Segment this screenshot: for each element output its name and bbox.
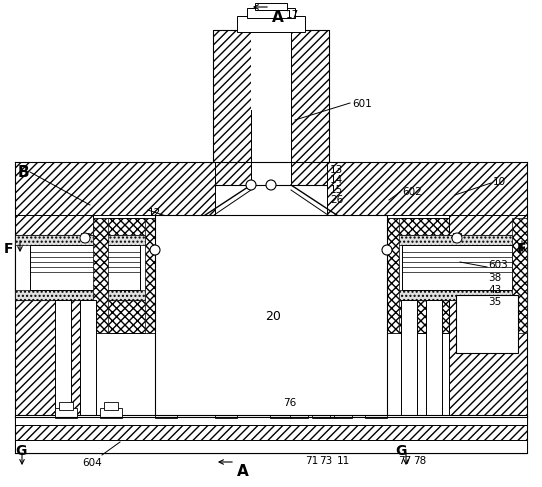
- Bar: [247, 8, 295, 18]
- Bar: [93, 218, 158, 333]
- Bar: [215, 408, 237, 418]
- Text: B: B: [18, 165, 30, 180]
- Bar: [237, 16, 305, 32]
- Bar: [15, 162, 93, 417]
- Text: 10: 10: [493, 177, 506, 187]
- Text: 76: 76: [283, 398, 296, 408]
- Bar: [384, 218, 449, 333]
- Bar: [453, 233, 461, 238]
- Bar: [387, 290, 527, 300]
- Circle shape: [266, 180, 276, 190]
- Bar: [365, 408, 387, 418]
- Bar: [15, 235, 155, 245]
- Text: F: F: [517, 242, 526, 256]
- Bar: [426, 300, 442, 418]
- Bar: [312, 408, 330, 418]
- Bar: [401, 300, 417, 418]
- Text: 12: 12: [148, 208, 162, 218]
- Bar: [255, 3, 287, 10]
- Bar: [319, 402, 333, 410]
- Text: 601: 601: [352, 99, 372, 109]
- Text: 73: 73: [319, 456, 332, 466]
- Bar: [55, 300, 71, 418]
- Bar: [251, 30, 291, 110]
- Text: G: G: [15, 444, 27, 458]
- Bar: [512, 218, 527, 333]
- Circle shape: [382, 245, 392, 255]
- Text: 604: 604: [82, 458, 102, 468]
- Bar: [290, 408, 308, 418]
- Text: 38: 38: [488, 273, 501, 283]
- Text: 603: 603: [488, 260, 508, 270]
- Circle shape: [246, 180, 256, 190]
- Bar: [327, 162, 527, 215]
- Bar: [456, 295, 518, 353]
- Bar: [213, 30, 329, 185]
- Bar: [15, 415, 527, 425]
- Text: 11: 11: [337, 456, 350, 466]
- Circle shape: [80, 233, 90, 243]
- Text: 71: 71: [305, 456, 318, 466]
- Bar: [384, 218, 399, 333]
- Text: A: A: [272, 10, 284, 25]
- Bar: [369, 402, 383, 410]
- Bar: [93, 218, 108, 333]
- Text: 17: 17: [286, 10, 299, 20]
- Bar: [81, 233, 89, 238]
- Polygon shape: [155, 215, 387, 415]
- Text: 78: 78: [413, 456, 426, 466]
- Text: 35: 35: [488, 297, 501, 307]
- Bar: [15, 162, 215, 215]
- Text: 602: 602: [402, 187, 422, 197]
- Text: 43: 43: [488, 285, 501, 295]
- Bar: [145, 218, 160, 333]
- Bar: [104, 402, 118, 410]
- Bar: [15, 415, 527, 453]
- Bar: [213, 30, 251, 185]
- Bar: [315, 408, 337, 418]
- Circle shape: [452, 233, 462, 243]
- Bar: [387, 235, 527, 245]
- Bar: [15, 235, 155, 300]
- Bar: [100, 408, 122, 418]
- Bar: [59, 402, 73, 410]
- Text: 77: 77: [398, 456, 411, 466]
- Bar: [387, 235, 527, 300]
- Bar: [30, 245, 140, 290]
- Bar: [159, 402, 173, 410]
- Text: F: F: [4, 242, 14, 256]
- Bar: [15, 440, 527, 453]
- Bar: [55, 408, 77, 418]
- Bar: [274, 402, 288, 410]
- Bar: [15, 290, 155, 300]
- Circle shape: [150, 245, 160, 255]
- Bar: [219, 402, 233, 410]
- Bar: [291, 30, 329, 185]
- Text: G: G: [395, 444, 406, 458]
- Bar: [449, 162, 527, 417]
- Text: 14: 14: [330, 175, 343, 185]
- Text: 13: 13: [330, 165, 343, 175]
- Bar: [334, 408, 352, 418]
- Bar: [155, 408, 177, 418]
- Text: A: A: [237, 464, 249, 479]
- Bar: [80, 300, 96, 418]
- Text: 15: 15: [330, 185, 343, 195]
- Bar: [251, 30, 291, 185]
- Bar: [270, 408, 292, 418]
- Text: 26: 26: [330, 195, 343, 205]
- Bar: [402, 245, 512, 290]
- Text: 20: 20: [265, 310, 281, 323]
